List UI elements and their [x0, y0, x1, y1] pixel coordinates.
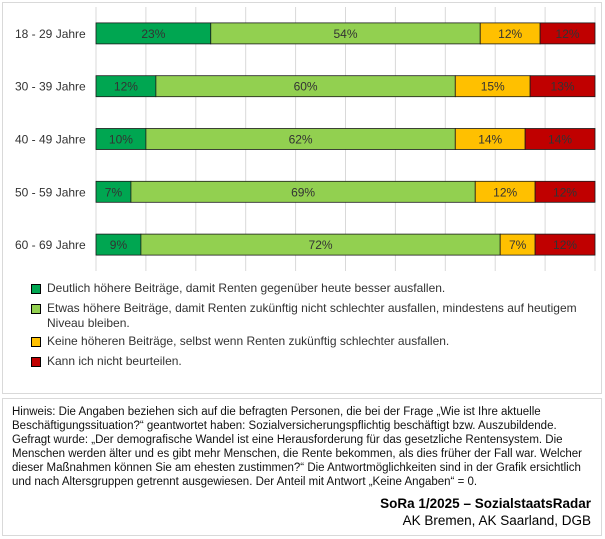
bar-segment: [534, 233, 596, 256]
source-title: SoRa 1/2025 – SozialstaatsRadar: [380, 496, 591, 511]
data-label: 9%: [110, 238, 128, 252]
legend-swatch: [31, 337, 41, 347]
legend-label: Deutlich höhere Beiträge, damit Renten g…: [47, 281, 446, 295]
bar-segment: [534, 180, 596, 203]
legend-swatch: [31, 284, 41, 294]
data-label: 14%: [548, 133, 572, 147]
data-label: 12%: [498, 27, 522, 41]
legend-item-deutlich-hoehere: Deutlich höhere Beiträge, damit Renten g…: [31, 281, 596, 296]
legend-item-kann-nicht: Kann ich nicht beurteilen.: [31, 354, 596, 369]
legend-swatch: [31, 357, 41, 367]
data-label: 7%: [509, 238, 527, 252]
legend-swatch: [31, 304, 41, 314]
chart-legend: Deutlich höhere Beiträge, damit Renten g…: [31, 281, 596, 374]
category-label: 40 - 49 Jahre: [15, 133, 86, 147]
data-label: 12%: [114, 80, 138, 94]
data-label: 72%: [309, 238, 333, 252]
data-label: 69%: [291, 185, 315, 199]
legend-label: Keine höheren Beiträge, selbst wenn Rent…: [47, 334, 450, 348]
source-orgs: AK Bremen, AK Saarland, DGB: [402, 513, 591, 528]
stacked-bar-chart: 18 - 29 Jahre 23% 54% 12% 12% 30 - 39 Jahre 12…: [15, 7, 596, 271]
legend-label: Etwas höhere Beiträge, damit Renten zukü…: [47, 301, 577, 330]
data-label: 62%: [289, 133, 313, 147]
data-label: 12%: [556, 27, 580, 41]
data-label: 12%: [553, 238, 577, 252]
data-label: 10%: [109, 133, 133, 147]
category-label: 60 - 69 Jahre: [15, 238, 86, 252]
source-block: SoRa 1/2025 – SozialstaatsRadar AK Breme…: [380, 495, 591, 529]
note-text: Hinweis: Die Angaben beziehen sich auf d…: [12, 406, 582, 488]
legend-label: Kann ich nicht beurteilen.: [47, 354, 182, 368]
legend-item-keine-hoeheren: Keine höheren Beiträge, selbst wenn Rent…: [31, 334, 596, 349]
data-label: 12%: [493, 185, 517, 199]
data-label: 23%: [141, 27, 165, 41]
chart-panel: 18 - 29 Jahre 23% 54% 12% 12% 30 - 39 Jahre 12…: [2, 2, 602, 394]
bar-segment: [539, 22, 596, 45]
bar-segment: [529, 75, 596, 98]
data-label: 12%: [553, 185, 577, 199]
data-label: 60%: [294, 80, 318, 94]
bar-segment: [524, 128, 596, 150]
category-label: 18 - 29 Jahre: [15, 27, 86, 41]
legend-item-etwas-hoehere: Etwas höhere Beiträge, damit Renten zukü…: [31, 301, 596, 331]
data-label: 54%: [333, 27, 357, 41]
data-label: 7%: [105, 185, 123, 199]
data-label: 15%: [481, 80, 505, 94]
category-label: 50 - 59 Jahre: [15, 185, 86, 199]
category-label: 30 - 39 Jahre: [15, 80, 86, 94]
note-panel: Hinweis: Die Angaben beziehen sich auf d…: [2, 398, 602, 536]
data-label: 14%: [478, 133, 502, 147]
data-label: 13%: [551, 80, 575, 94]
